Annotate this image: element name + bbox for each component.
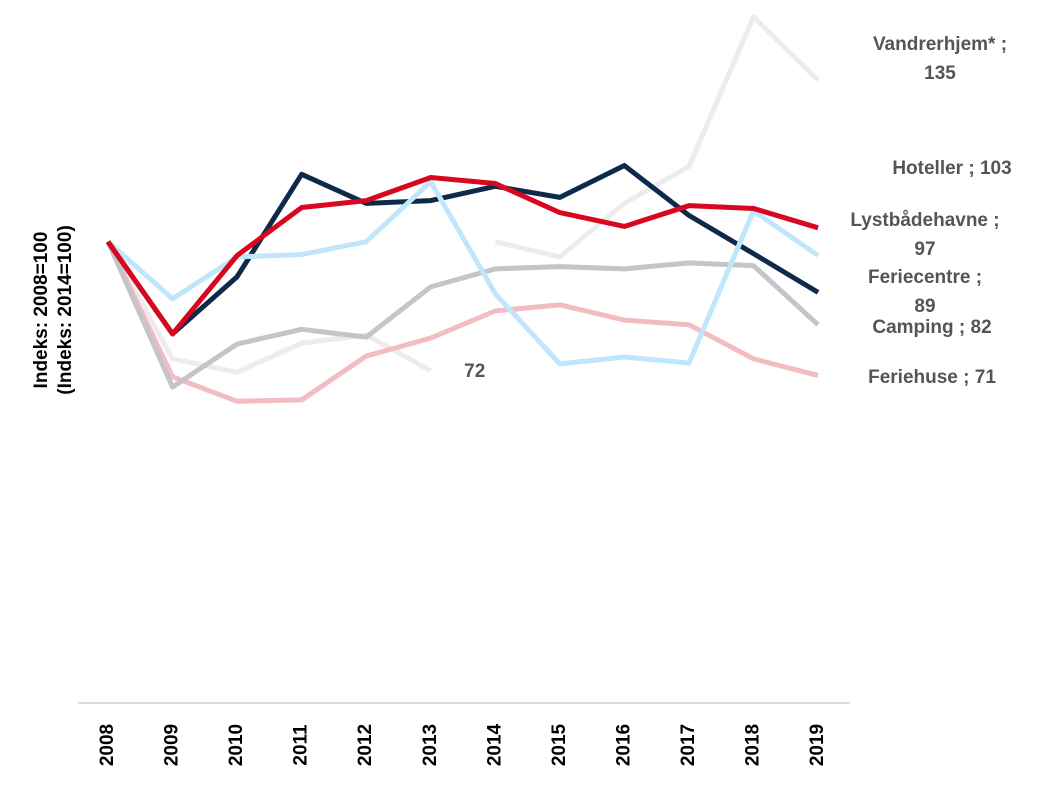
x-tick-label: 2010 — [226, 724, 247, 766]
series-name: Vandrerhjem* — [873, 34, 996, 55]
series-line — [105, 163, 820, 337]
series-name: Lystbådehavne — [850, 210, 988, 231]
data-label: 97 — [914, 239, 935, 260]
x-tick-label: 2008 — [97, 724, 118, 766]
label-separator: ; — [970, 267, 982, 288]
x-tick: 2015 — [549, 723, 570, 766]
x-tick: 2018 — [743, 724, 764, 766]
data-label: 72 — [464, 361, 485, 382]
data-label: 89 — [914, 296, 935, 317]
y-axis-title-line: (Indeks: 2014=100) — [55, 225, 76, 395]
series-line — [105, 14, 820, 375]
x-tick: 2008 — [97, 724, 118, 766]
series-label: Hoteller ; 103 — [892, 158, 1011, 179]
series-line — [106, 179, 820, 367]
label-separator: ; — [988, 210, 1000, 231]
x-tick-label: 2019 — [807, 724, 828, 766]
series-label: Feriehuse ; 71 — [868, 367, 996, 388]
x-tick: 2010 — [226, 724, 247, 766]
label-separator: ; — [958, 367, 975, 388]
x-tick: 2016 — [613, 724, 634, 766]
data-label: 82 — [971, 317, 992, 338]
series-name: Hoteller — [892, 158, 963, 179]
x-tick-label: 2015 — [549, 723, 570, 766]
x-tick: 2012 — [355, 724, 376, 766]
series-name: Camping — [872, 317, 953, 338]
x-tick: 2009 — [162, 724, 183, 766]
x-tick-label: 2016 — [613, 724, 634, 766]
data-label: 103 — [980, 158, 1012, 179]
data-label: 71 — [975, 367, 997, 388]
label-separator: ; — [963, 158, 980, 179]
series-label: Vandrerhjem* ; — [873, 34, 1007, 55]
series-name: Feriehuse — [868, 367, 958, 388]
x-tick-label: 2017 — [678, 724, 699, 766]
series-name: Feriecentre — [868, 267, 970, 288]
x-tick-label: 2018 — [743, 724, 764, 766]
series-line — [105, 175, 819, 337]
series-line — [105, 240, 819, 404]
series-label: Camping ; 82 — [872, 317, 991, 338]
series-label: Feriecentre ; — [868, 267, 982, 288]
series-line — [105, 240, 820, 390]
x-tick-label: 2012 — [355, 724, 376, 766]
x-tick-label: 2013 — [420, 724, 441, 766]
y-axis-title-line: Indeks: 2008=100 — [31, 232, 52, 389]
x-tick: 2013 — [420, 724, 441, 766]
x-tick: 2017 — [678, 724, 699, 766]
label-separator: ; — [995, 34, 1007, 55]
x-tick: 2019 — [807, 724, 828, 766]
x-tick-label: 2009 — [162, 724, 183, 766]
y-axis-title: Indeks: 2008=100 (Indeks: 2014=100) — [31, 225, 76, 395]
x-tick-label: 2011 — [291, 724, 312, 766]
data-label: 135 — [924, 63, 956, 84]
series-label: Lystbådehavne ; — [850, 210, 999, 231]
label-separator: ; — [954, 317, 971, 338]
x-tick-label: 2014 — [484, 723, 505, 766]
x-tick: 2011 — [291, 724, 312, 766]
x-tick: 2014 — [484, 723, 505, 766]
